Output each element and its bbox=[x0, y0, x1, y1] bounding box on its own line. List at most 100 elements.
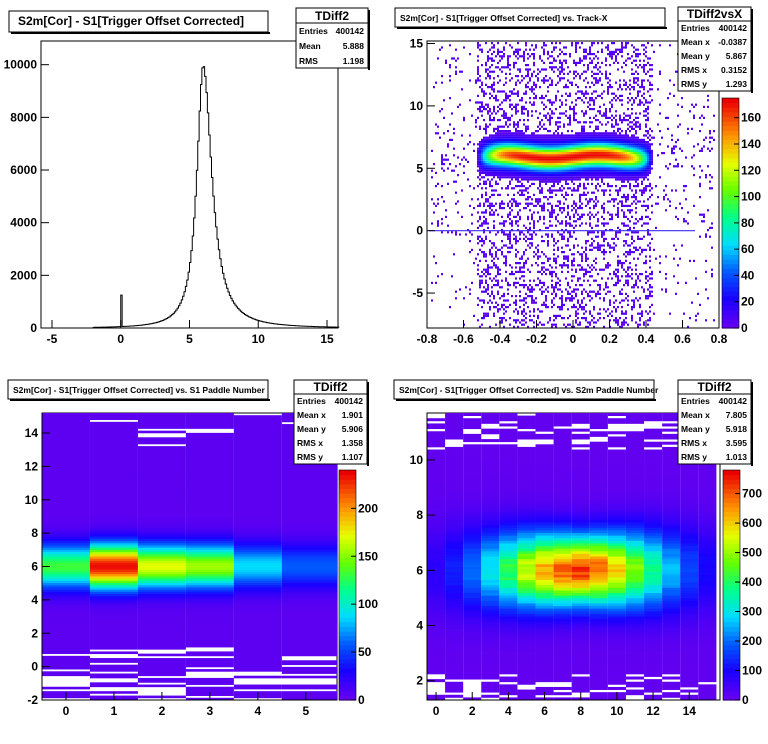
heatmap-cell bbox=[563, 147, 565, 150]
heatmap-cell bbox=[477, 44, 479, 47]
heatmap-cell bbox=[533, 310, 535, 313]
heatmap-cell bbox=[437, 57, 439, 60]
heatmap-cell bbox=[587, 134, 589, 137]
heatmap-cell bbox=[599, 160, 601, 163]
heatmap-cell bbox=[483, 273, 485, 276]
heatmap-cell bbox=[591, 99, 593, 102]
heatmap-cell bbox=[639, 163, 641, 166]
heatmap-cell bbox=[573, 220, 575, 223]
heatmap-cell bbox=[647, 319, 649, 322]
heatmap-cell bbox=[483, 119, 485, 122]
heatmap-cell bbox=[635, 171, 637, 174]
heatmap-cell bbox=[579, 97, 581, 100]
heatmap-cell bbox=[597, 284, 599, 287]
heatmap-cell bbox=[553, 189, 555, 192]
heatmap-cell bbox=[537, 248, 539, 251]
heatmap-cell bbox=[537, 158, 539, 161]
heatmap-cell bbox=[501, 134, 503, 137]
heatmap-cell bbox=[547, 112, 549, 115]
heatmap-cell bbox=[485, 103, 487, 106]
heatmap-cell bbox=[487, 198, 489, 201]
heatmap-cell bbox=[589, 169, 591, 172]
heatmap-cell bbox=[591, 171, 593, 174]
heatmap-cell bbox=[597, 50, 599, 53]
heatmap-cell bbox=[669, 163, 671, 166]
heatmap-cell bbox=[621, 130, 623, 133]
heatmap-cell bbox=[553, 209, 555, 212]
heatmap-cell bbox=[567, 323, 569, 326]
heatmap-cell bbox=[585, 132, 587, 135]
heatmap-cell bbox=[609, 251, 611, 254]
heatmap-cell bbox=[491, 42, 493, 45]
heatmap-cell bbox=[483, 202, 485, 205]
heatmap-cell bbox=[653, 248, 655, 251]
heatmap-cell bbox=[597, 189, 599, 192]
heatmap-cell bbox=[629, 143, 631, 146]
heatmap-cell bbox=[581, 266, 583, 269]
heatmap-cell bbox=[481, 105, 483, 108]
heatmap-cell bbox=[477, 68, 479, 71]
heatmap-cell bbox=[601, 141, 603, 144]
heatmap-cell bbox=[639, 317, 641, 320]
heatmap-cell bbox=[529, 163, 531, 166]
heatmap-cell bbox=[435, 171, 437, 174]
heatmap-cell bbox=[637, 299, 639, 302]
heatmap-cell bbox=[623, 193, 625, 196]
heatmap-cell bbox=[485, 237, 487, 240]
heatmap-cell bbox=[585, 204, 587, 207]
heatmap-cell bbox=[583, 138, 585, 141]
heatmap-cell bbox=[571, 143, 573, 146]
heatmap-cell bbox=[507, 160, 509, 163]
heatmap-cell bbox=[617, 255, 619, 258]
heatmap-cell bbox=[637, 90, 639, 93]
heatmap-cell bbox=[509, 182, 511, 185]
heatmap-cell bbox=[637, 83, 639, 86]
heatmap-cell bbox=[589, 176, 591, 179]
heatmap-cell bbox=[575, 189, 577, 192]
heatmap-cell bbox=[561, 154, 563, 157]
heatmap-cell bbox=[573, 290, 575, 293]
heatmap-cell bbox=[547, 147, 549, 150]
heatmap-cell bbox=[491, 193, 493, 196]
heatmap-cell bbox=[587, 178, 589, 181]
heatmap-cell bbox=[603, 165, 605, 168]
heatmap-cell bbox=[549, 158, 551, 161]
heatmap-cell bbox=[547, 167, 549, 170]
heatmap-cell bbox=[575, 163, 577, 166]
heatmap-cell bbox=[551, 61, 553, 64]
heatmap-cell bbox=[621, 141, 623, 144]
heatmap-cell bbox=[509, 130, 511, 133]
heatmap-cell bbox=[479, 127, 481, 130]
heatmap-cell bbox=[501, 231, 503, 234]
heatmap-cell bbox=[573, 145, 575, 148]
heatmap-cell bbox=[555, 169, 557, 172]
heatmap-cell bbox=[645, 123, 647, 126]
heatmap-cell bbox=[685, 198, 687, 201]
heatmap-cell bbox=[579, 176, 581, 179]
heatmap-cell bbox=[489, 211, 491, 214]
heatmap-cell bbox=[489, 167, 491, 170]
heatmap-cell bbox=[639, 312, 641, 315]
heatmap-cell bbox=[537, 152, 539, 155]
heatmap-cell bbox=[623, 244, 625, 247]
heatmap-cell bbox=[641, 154, 643, 157]
heatmap-cell bbox=[567, 163, 569, 166]
heatmap-cell bbox=[435, 123, 437, 126]
heatmap-cell bbox=[635, 165, 637, 168]
heatmap-cell bbox=[621, 178, 623, 181]
heatmap-cell bbox=[687, 222, 689, 225]
heatmap-cell bbox=[589, 147, 591, 150]
heatmap-cell bbox=[605, 134, 607, 137]
heatmap-cell bbox=[515, 75, 517, 78]
heatmap-cell bbox=[511, 46, 513, 49]
heatmap-cell bbox=[503, 317, 505, 320]
heatmap-cell bbox=[569, 215, 571, 218]
heatmap-cell bbox=[519, 231, 521, 234]
heatmap-cell bbox=[581, 160, 583, 163]
heatmap-cell bbox=[709, 180, 711, 183]
heatmap-cell bbox=[551, 165, 553, 168]
heatmap-cell bbox=[485, 68, 487, 71]
heatmap-cell bbox=[537, 77, 539, 80]
heatmap-cell bbox=[597, 149, 599, 152]
heatmap-cell bbox=[527, 187, 529, 190]
